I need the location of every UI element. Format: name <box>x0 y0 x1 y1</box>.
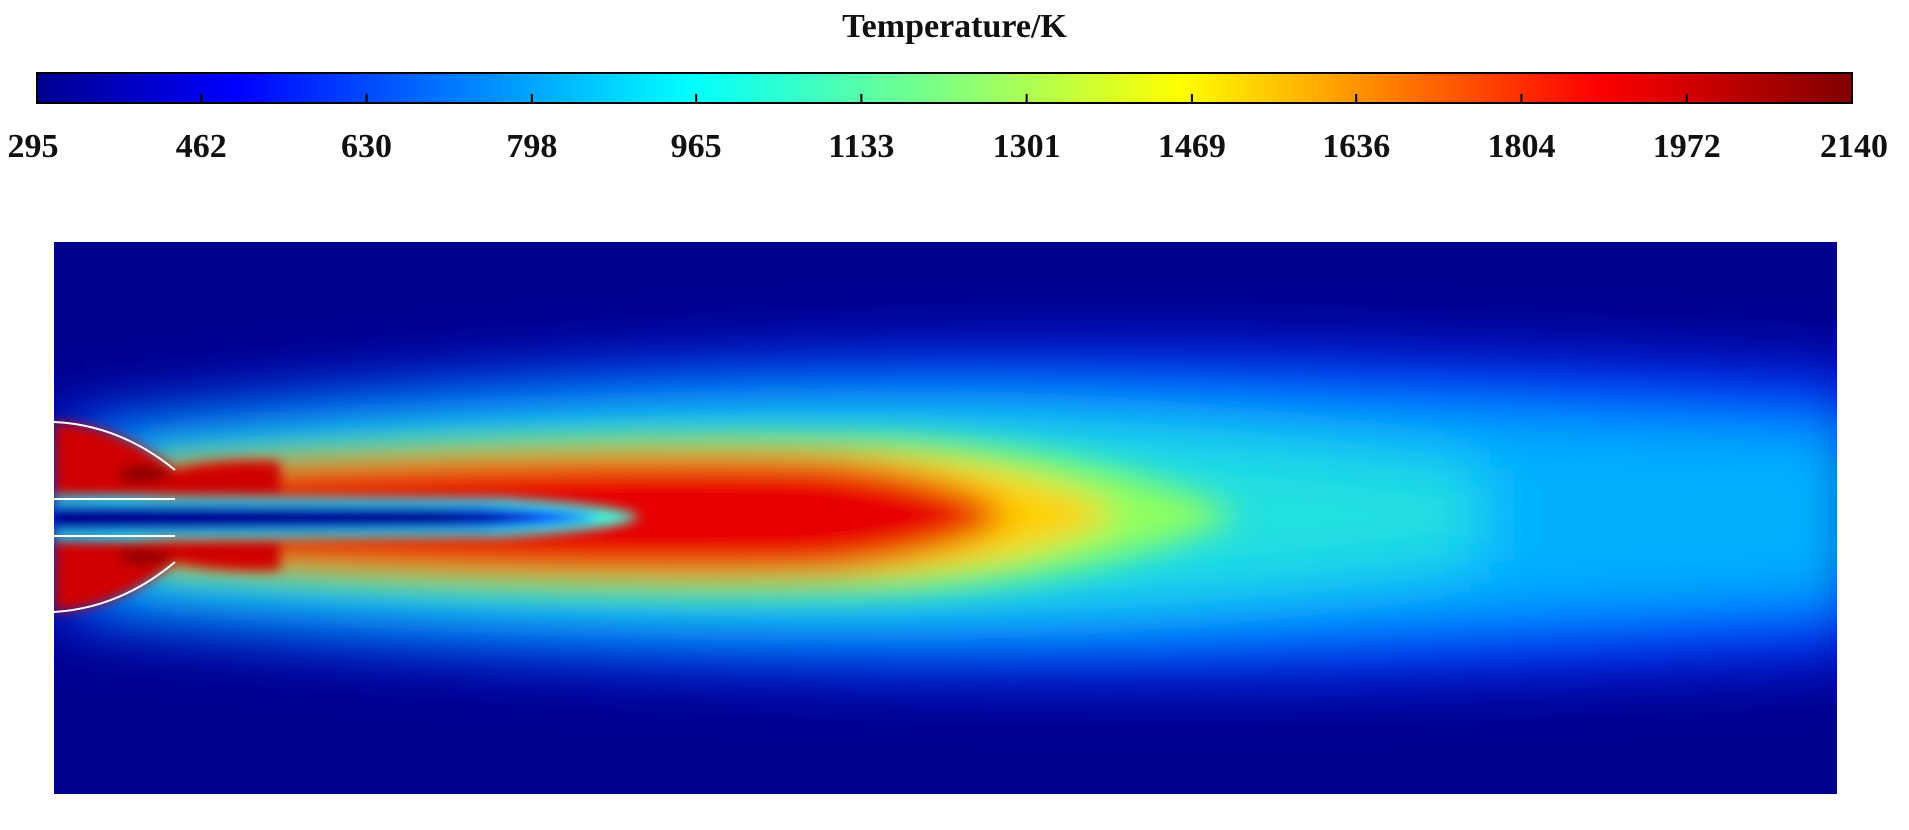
nozzle-lip-upper <box>54 421 176 471</box>
colorbar-gradient <box>36 72 1853 104</box>
colorbar <box>36 72 1853 104</box>
upper-nozzle-flow <box>54 422 280 500</box>
colorbar-tick-label: 1636 <box>1322 128 1391 165</box>
colorbar-tick-label: 630 <box>341 128 393 165</box>
lower-nozzle-flow <box>54 538 280 612</box>
colorbar-ticks <box>36 94 1853 103</box>
colorbar-tick-label: 1804 <box>1487 128 1556 165</box>
colorbar-tick-label: 1133 <box>828 128 895 165</box>
colorbar-tick-label: 2140 <box>1820 128 1888 165</box>
colorbar-tick-label: 965 <box>670 128 722 165</box>
nozzle-lip-lower <box>54 561 176 613</box>
nozzle <box>54 422 280 612</box>
nozzle-hot-spot-lower <box>120 550 175 565</box>
colorbar-tick-label: 1301 <box>992 128 1061 165</box>
colorbar-tick-label: 1972 <box>1652 128 1721 165</box>
central-cold-jet <box>54 496 640 540</box>
colorbar-tick-label: 798 <box>506 128 558 165</box>
cold-jet-core <box>54 506 540 530</box>
colorbar-title: Temperature/K <box>842 8 1067 45</box>
nozzle-hot-spot-upper <box>120 466 175 482</box>
colorbar-tick-label: 295 <box>7 128 59 165</box>
colorbar-tick-label: 1469 <box>1157 128 1226 165</box>
colorbar-tick-label: 462 <box>175 128 227 165</box>
